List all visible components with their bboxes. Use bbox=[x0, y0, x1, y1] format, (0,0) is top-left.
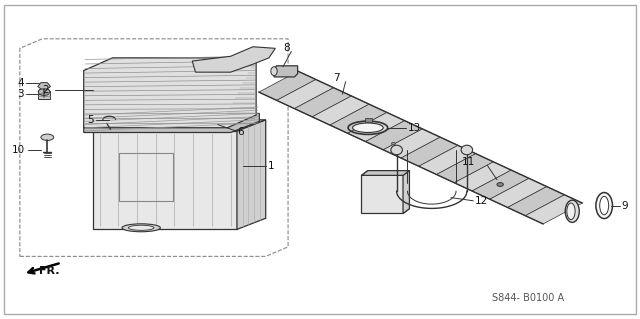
Polygon shape bbox=[259, 71, 316, 100]
Text: 1: 1 bbox=[268, 161, 275, 171]
Polygon shape bbox=[192, 47, 275, 72]
Text: 9: 9 bbox=[621, 201, 628, 211]
Text: 11: 11 bbox=[461, 157, 475, 167]
Text: 5: 5 bbox=[87, 115, 94, 125]
Ellipse shape bbox=[461, 145, 472, 155]
Text: 4: 4 bbox=[17, 78, 24, 88]
Polygon shape bbox=[274, 66, 298, 77]
Polygon shape bbox=[365, 121, 422, 150]
Polygon shape bbox=[472, 170, 529, 199]
Text: 13: 13 bbox=[408, 123, 421, 133]
Polygon shape bbox=[362, 171, 410, 213]
Polygon shape bbox=[508, 187, 564, 216]
Ellipse shape bbox=[391, 145, 403, 155]
Text: 8: 8 bbox=[284, 43, 290, 53]
Polygon shape bbox=[362, 171, 410, 175]
Text: 7: 7 bbox=[333, 73, 339, 83]
Polygon shape bbox=[348, 112, 404, 142]
Text: 6: 6 bbox=[237, 127, 244, 137]
Ellipse shape bbox=[497, 182, 503, 186]
Ellipse shape bbox=[565, 200, 579, 222]
Polygon shape bbox=[401, 137, 458, 166]
Ellipse shape bbox=[596, 193, 612, 219]
Polygon shape bbox=[84, 114, 259, 132]
Polygon shape bbox=[93, 131, 237, 229]
Circle shape bbox=[41, 134, 54, 140]
Polygon shape bbox=[330, 104, 387, 133]
Text: 12: 12 bbox=[475, 196, 488, 206]
Text: FR.: FR. bbox=[39, 266, 60, 276]
Polygon shape bbox=[419, 145, 476, 174]
Polygon shape bbox=[454, 162, 511, 191]
Polygon shape bbox=[403, 171, 410, 213]
Ellipse shape bbox=[392, 142, 396, 145]
Polygon shape bbox=[84, 58, 256, 128]
Polygon shape bbox=[276, 79, 333, 108]
Text: 3: 3 bbox=[17, 89, 24, 100]
Polygon shape bbox=[436, 154, 493, 183]
Polygon shape bbox=[383, 129, 440, 158]
Text: 10: 10 bbox=[12, 145, 25, 155]
Ellipse shape bbox=[271, 67, 277, 76]
Polygon shape bbox=[294, 88, 351, 117]
Bar bbox=[365, 118, 372, 122]
Ellipse shape bbox=[567, 203, 575, 219]
Text: S844- B0100 A: S844- B0100 A bbox=[492, 293, 564, 303]
Polygon shape bbox=[525, 195, 582, 224]
Polygon shape bbox=[93, 120, 266, 131]
Ellipse shape bbox=[129, 225, 154, 230]
Polygon shape bbox=[490, 178, 547, 207]
Polygon shape bbox=[38, 83, 51, 89]
Text: 2: 2 bbox=[43, 85, 49, 95]
Bar bbox=[38, 91, 50, 99]
Ellipse shape bbox=[353, 123, 383, 132]
Ellipse shape bbox=[122, 224, 161, 232]
Ellipse shape bbox=[38, 88, 50, 95]
Polygon shape bbox=[312, 96, 369, 125]
Ellipse shape bbox=[600, 196, 609, 215]
Polygon shape bbox=[237, 120, 266, 229]
